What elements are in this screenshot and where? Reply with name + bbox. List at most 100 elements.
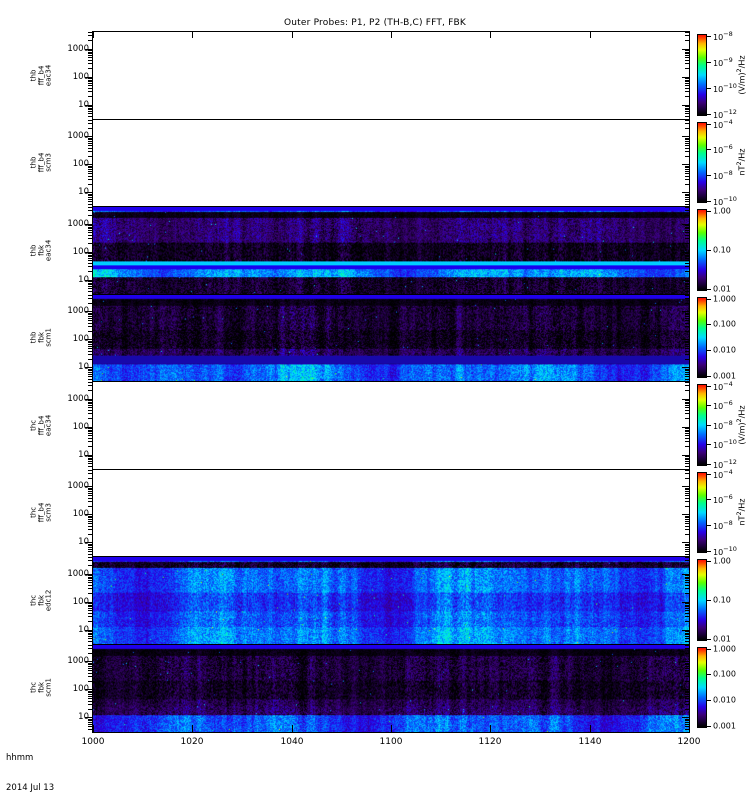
ytick-minor-right	[685, 723, 689, 725]
cbar-thc-fbk-scm1-gradient	[697, 646, 707, 728]
ytick-minor-right	[685, 533, 689, 535]
ytick-minor-right	[685, 433, 689, 435]
ytick-minor	[88, 457, 92, 459]
ytick-minor-right	[685, 78, 689, 80]
ytick-minor-right	[685, 560, 689, 562]
ytick-minor	[88, 695, 92, 697]
ytick-mark-thc-fff-b4-eac34-100	[85, 426, 92, 428]
cbar-thc-fbk-edc12-tick	[707, 599, 711, 601]
ytick-minor-right	[685, 477, 689, 479]
cbar-thc-fff-b4-scm3-label: 10−8	[713, 519, 733, 531]
panel-ylabel-thb-fff-b4-eac34: thb fff_b4 eac34	[29, 64, 53, 86]
panel-spectrogram-thb-fbk-eac34	[93, 207, 689, 294]
ytick-minor	[88, 720, 92, 722]
ytick-minor-right	[685, 446, 689, 448]
ytick-minor-right	[685, 461, 689, 463]
panel-ylabel-thb-fff-b4-scm3: thb fff_b4 scm3	[29, 152, 53, 173]
ytick-minor	[88, 226, 92, 228]
ytick-minor-right	[685, 254, 689, 256]
ytick-minor	[88, 315, 92, 317]
ytick-minor	[88, 88, 92, 89]
xtick-mark-1100	[391, 725, 392, 732]
ytick-mark-right-thb-fbk-scm1-10	[682, 367, 689, 369]
ytick-minor	[88, 548, 92, 550]
panel-thc-fff-b4-eac34	[93, 382, 689, 470]
ytick-minor-right	[685, 407, 689, 409]
ytick-mark-right-thb-fff-b4-scm3-10	[682, 192, 689, 194]
ytick-minor-right	[685, 418, 689, 420]
ytick-minor	[88, 641, 92, 642]
ytick-label-thb-fff-b4-scm3-10: 10	[78, 187, 89, 198]
ytick-minor-right	[685, 459, 689, 461]
ytick-minor	[88, 438, 92, 439]
ytick-mark-right-thb-fff-b4-eac34-10	[682, 104, 689, 106]
ytick-minor	[88, 207, 92, 208]
ytick-minor	[88, 330, 92, 332]
xaxis-date-label: 2014 Jul 13	[6, 783, 55, 793]
ytick-minor	[88, 122, 92, 124]
ytick-minor	[88, 631, 92, 633]
cbar-thb-fbk-scm1-tick	[707, 376, 711, 377]
ytick-minor	[88, 370, 92, 372]
ytick-minor-right	[685, 728, 689, 730]
cbar-thc-fbk-edc12-label: 0.01	[713, 634, 731, 643]
ytick-minor-right	[685, 543, 689, 545]
ytick-minor	[88, 575, 92, 577]
ytick-minor	[88, 353, 92, 355]
ytick-minor	[88, 613, 92, 614]
ytick-minor	[88, 63, 92, 65]
ytick-minor-right	[685, 576, 689, 578]
xtick-mark-top-1000	[93, 32, 94, 38]
cbar-thb-fbk-eac34: 1.00 0.10 0.01	[697, 206, 747, 293]
ytick-minor-right	[685, 613, 689, 614]
ytick-minor-right	[685, 122, 689, 124]
ytick-minor-right	[685, 588, 689, 590]
cbar-thc-fff-b4-eac34: 10−4 10−6 10−8 10−10 10−12 (V/m)2/Hz	[697, 380, 747, 469]
ytick-minor-right	[685, 68, 689, 70]
ytick-minor	[88, 50, 92, 52]
ytick-mark-right-thc-fbk-scm1-10	[682, 717, 689, 719]
ytick-minor-right	[685, 238, 689, 240]
ytick-minor-right	[685, 165, 689, 167]
ytick-minor	[88, 302, 92, 304]
ytick-minor-right	[685, 317, 689, 319]
ytick-minor	[88, 708, 92, 710]
ytick-minor	[88, 167, 92, 169]
cbar-thb-fff-b4-scm3-unit: nT2/Hz	[735, 148, 747, 176]
ytick-minor-right	[685, 553, 689, 555]
ytick-minor	[88, 492, 92, 494]
ytick-minor	[88, 667, 92, 669]
ytick-minor-right	[685, 463, 689, 465]
ytick-label-thc-fbk-scm1-1000: 1000	[67, 656, 89, 667]
ytick-minor	[88, 119, 92, 121]
ytick-minor-right	[685, 96, 689, 98]
ytick-minor	[88, 636, 92, 638]
ytick-minor	[88, 243, 92, 245]
cbar-thc-fff-b4-scm3-label: 10−10	[713, 545, 737, 557]
ytick-minor-right	[685, 585, 689, 586]
cbar-thc-fbk-scm1-unit	[733, 647, 745, 729]
ytick-minor-right	[685, 340, 689, 342]
ytick-minor	[88, 53, 92, 55]
ytick-minor	[88, 297, 92, 299]
ytick-minor	[88, 644, 92, 646]
ytick-minor-right	[685, 370, 689, 372]
cbar-thb-fbk-eac34-label: 0.10	[713, 245, 731, 255]
ytick-minor-right	[685, 517, 689, 519]
ytick-minor-right	[685, 302, 689, 304]
ytick-minor-right	[685, 557, 689, 558]
ytick-minor-right	[685, 435, 689, 437]
ytick-minor	[88, 560, 92, 562]
xtick-label-1200: 1200	[677, 737, 701, 747]
ytick-mark-thb-fbk-scm1-1000	[85, 311, 92, 313]
ytick-label-thc-fff-b4-eac34-100: 100	[72, 421, 89, 432]
ytick-minor-right	[685, 167, 689, 169]
ytick-minor	[88, 578, 92, 580]
cbar-thb-fbk-eac34-label: 1.00	[713, 206, 731, 216]
ytick-minor	[88, 256, 92, 258]
ytick-minor-right	[685, 494, 689, 496]
panel-spectrogram-thb-fff-b4-scm3	[93, 119, 689, 206]
cbar-thb-fff-b4-scm3-label: 10−10	[713, 195, 737, 207]
ytick-minor	[88, 489, 92, 491]
ytick-minor	[88, 693, 92, 695]
